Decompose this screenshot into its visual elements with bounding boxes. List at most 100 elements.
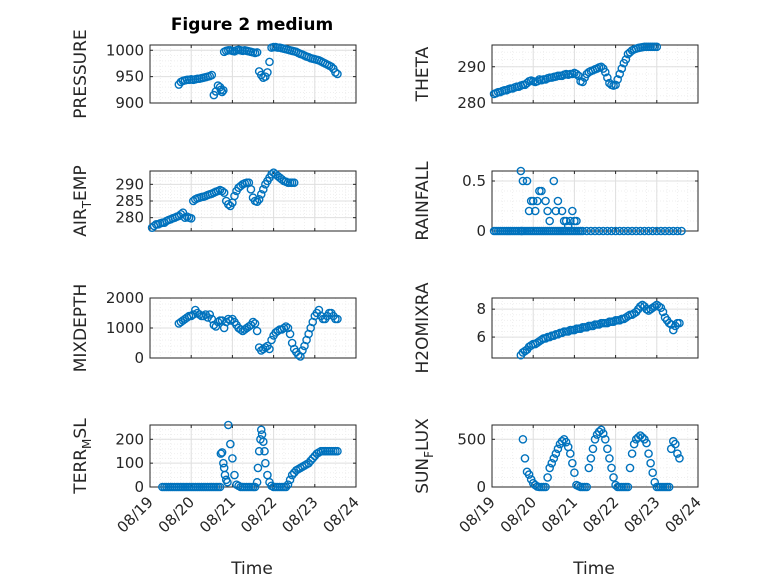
data-point <box>199 311 208 321</box>
y-tick-label: 8 <box>476 300 486 318</box>
data-point <box>261 343 270 352</box>
data-point <box>333 314 342 324</box>
x-tick-label: 08/23 <box>278 493 321 536</box>
data-point <box>629 439 639 449</box>
data-point <box>584 463 594 473</box>
data-point <box>557 436 567 446</box>
data-point <box>664 226 674 236</box>
data-point <box>216 449 226 458</box>
x-axis-label-right: Time <box>572 559 615 579</box>
data-point <box>615 69 625 79</box>
data-point <box>219 188 229 197</box>
data-point <box>578 77 587 87</box>
data-point <box>656 303 666 313</box>
data-point <box>675 454 684 463</box>
data-point <box>563 327 573 336</box>
data-point <box>263 68 272 77</box>
data-point <box>207 70 217 80</box>
data-point <box>537 186 546 196</box>
data-point <box>551 449 561 458</box>
data-point <box>611 80 620 90</box>
data-point <box>522 176 532 186</box>
data-point <box>528 196 538 206</box>
data-point <box>258 437 268 446</box>
data-point <box>230 470 239 480</box>
data-point <box>627 226 637 236</box>
subplot-5: 0 1000 2000 MIXDEPTH <box>71 284 357 372</box>
data-point <box>253 463 263 473</box>
data-point <box>265 57 274 67</box>
data-point <box>258 185 268 194</box>
data-point <box>252 197 262 206</box>
data-point <box>609 473 618 482</box>
data-point <box>285 329 295 339</box>
data-point <box>627 449 637 458</box>
y-axis-label: RAINFALL <box>413 161 433 241</box>
data-point <box>642 304 651 314</box>
data-point <box>588 444 598 454</box>
data-point <box>572 69 581 79</box>
y-tick-label: 0 <box>476 478 486 496</box>
data-point <box>613 75 622 84</box>
y-tick-label: 6 <box>476 328 486 346</box>
data-point <box>254 195 264 204</box>
data-point <box>215 482 225 492</box>
x-tick-label: 08/23 <box>620 493 663 536</box>
data-point <box>256 425 266 435</box>
data-point <box>217 87 227 97</box>
data-point <box>565 449 575 458</box>
data-point <box>565 216 575 226</box>
data-point <box>543 473 552 482</box>
data-point <box>642 438 651 448</box>
data-point <box>650 302 660 311</box>
data-point <box>541 482 550 492</box>
data-point <box>601 435 610 444</box>
data-point <box>518 435 528 444</box>
data-point <box>656 226 666 236</box>
y-tick-label: 290 <box>115 175 144 193</box>
data-point <box>333 446 342 456</box>
data-point <box>326 62 336 71</box>
x-tick-label: 08/22 <box>237 493 280 536</box>
data-point <box>586 226 596 236</box>
axes-box <box>491 297 699 359</box>
data-point <box>664 482 674 492</box>
data-point <box>609 317 618 327</box>
data-point <box>213 317 223 327</box>
data-point <box>658 307 668 317</box>
y-tick-label: 950 <box>115 68 144 86</box>
data-point <box>261 72 270 81</box>
x-tick-label: 08/22 <box>579 493 622 536</box>
data-point <box>619 226 629 236</box>
data-point <box>570 468 579 477</box>
y-axis-label: H2OMIXRA <box>413 282 433 373</box>
y-tick-label: 0 <box>134 478 144 496</box>
data-point <box>594 226 604 236</box>
data-point <box>252 477 262 487</box>
data-point <box>553 196 563 206</box>
x-tick-label: 08/24 <box>662 493 705 536</box>
y-tick-label: 500 <box>457 430 486 448</box>
data-point <box>677 226 686 236</box>
data-point <box>568 458 577 468</box>
data-point <box>582 323 592 332</box>
data-point <box>533 196 542 206</box>
data-point <box>576 324 585 333</box>
data-point <box>561 437 571 447</box>
data-point <box>281 322 291 331</box>
y-tick-label: 2000 <box>106 289 144 307</box>
data-point <box>261 458 270 468</box>
data-point <box>675 318 684 328</box>
data-point <box>557 206 567 216</box>
subplot-2: 280 290 THETA <box>413 42 699 112</box>
data-point <box>547 458 557 468</box>
data-point <box>236 325 245 334</box>
data-point <box>250 319 260 328</box>
subplot-6: 6 8 H2OMIXRA <box>413 282 699 374</box>
y-tick-label: 1000 <box>106 41 144 59</box>
data-point <box>563 221 573 231</box>
x-tick-label: 08/19 <box>456 493 499 536</box>
data-point <box>636 226 645 236</box>
data-point <box>578 226 587 236</box>
